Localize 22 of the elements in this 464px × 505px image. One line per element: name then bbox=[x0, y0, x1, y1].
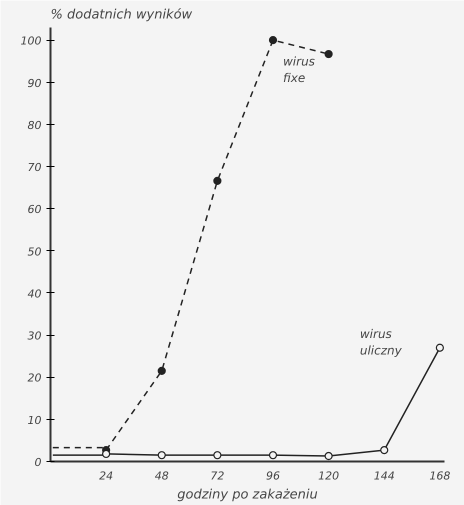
x-tick-label: 48 bbox=[154, 470, 169, 482]
y-tick-label: 90 bbox=[28, 76, 42, 90]
x-tick-label: 120 bbox=[318, 470, 340, 482]
y-tick-label: 80 bbox=[28, 118, 42, 132]
x-tick-label: 72 bbox=[210, 470, 224, 482]
y-tick-label: 50 bbox=[28, 245, 42, 258]
x-tick-label: 168 bbox=[429, 470, 450, 482]
y-tick-label: 30 bbox=[28, 330, 42, 343]
y-tick-label: 100 bbox=[20, 34, 42, 48]
y-tick-label: 40 bbox=[28, 287, 42, 300]
series-label: wirus fixe bbox=[282, 54, 315, 86]
y-tick-label: 70 bbox=[28, 161, 42, 174]
y-tick-label: 10 bbox=[28, 414, 42, 427]
x-tick-label: 144 bbox=[374, 470, 395, 482]
y-tick-label: 0 bbox=[34, 456, 42, 469]
y-tick-label: 20 bbox=[28, 372, 42, 385]
y-tick-label: 60 bbox=[28, 203, 42, 216]
x-axis-title: godziny po zakażeniu bbox=[177, 488, 318, 502]
y-axis-title: % dodatnich wyników bbox=[50, 8, 193, 22]
text: wirus uliczny bbox=[360, 326, 403, 358]
x-tick-label: 96 bbox=[266, 470, 280, 482]
x-tick-label: 24 bbox=[99, 470, 114, 482]
